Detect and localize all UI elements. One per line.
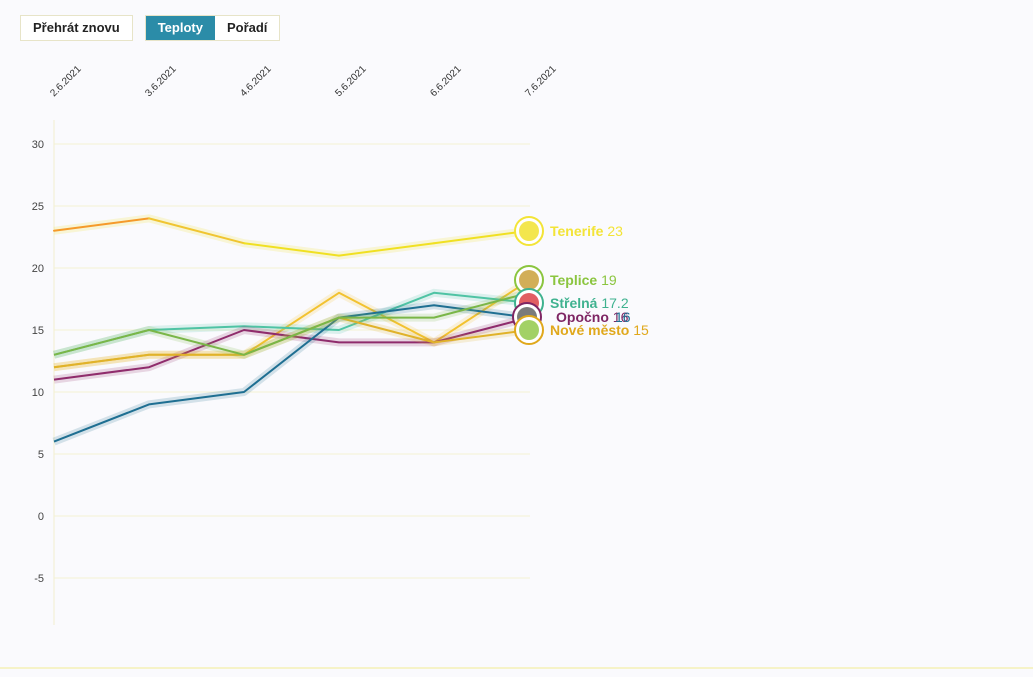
series-name: Střelná [550, 295, 601, 311]
replay-button[interactable]: Přehrát znovu [20, 15, 133, 41]
y-axis: 30 25 20 15 10 5 0 -5 [32, 139, 44, 585]
series-value-label: 16 [615, 309, 631, 325]
series-line [53, 304, 530, 443]
series-line [53, 291, 530, 356]
series-value: 19 [601, 272, 617, 288]
series-value: 15 [633, 322, 649, 338]
chart-controls: Přehrát znovu Teploty Pořadí [20, 15, 281, 41]
series-name: Nové město [550, 322, 633, 338]
series-line-segment [148, 217, 245, 245]
series-avatar [519, 270, 539, 290]
series-value: 23 [607, 223, 623, 239]
y-tick-label: 10 [32, 387, 44, 399]
y-tick-label: 15 [32, 325, 44, 337]
y-tick-label: -5 [34, 573, 44, 585]
x-axis: 2.6.2021 3.6.2021 4.6.2021 5.6.2021 6.6.2021… [48, 64, 559, 100]
series-value: 17.2 [601, 295, 628, 311]
series-label: Tenerife 23 [550, 223, 623, 239]
series-name: Opočno [556, 309, 613, 325]
series-label: Nové město 15 [550, 322, 649, 338]
series-line-segment [338, 242, 435, 257]
y-tick-label: 25 [32, 201, 44, 213]
y-tick-label: 20 [32, 263, 44, 275]
x-tick-label: 2.6.2021 [48, 64, 84, 100]
series-avatar [519, 221, 539, 241]
series-line-segment [243, 242, 340, 257]
x-tick-label: 6.6.2021 [428, 64, 464, 100]
series-lines [52, 214, 532, 446]
series-line-segment [433, 229, 530, 245]
y-tick-label: 0 [38, 511, 44, 523]
bottom-rule [0, 667, 1033, 669]
series-label: Střelná 17.2 [550, 295, 629, 311]
series-avatar [519, 320, 539, 340]
x-tick-label: 7.6.2021 [523, 64, 559, 100]
x-tick-label: 4.6.2021 [238, 64, 274, 100]
series-label: Teplice 19 [550, 272, 617, 288]
y-tick-label: 30 [32, 139, 44, 151]
series-line-segment [53, 217, 150, 232]
series-name: Tenerife [550, 223, 607, 239]
x-tick-label: 3.6.2021 [143, 64, 179, 100]
series-label: Opočno 16 [556, 309, 629, 325]
tab-temperatures[interactable]: Teploty [145, 16, 215, 40]
y-tick-label: 5 [38, 449, 44, 461]
view-toggle: Teploty Pořadí [144, 15, 281, 41]
tab-ranking[interactable]: Pořadí [214, 16, 280, 40]
series-name: Teplice [550, 272, 601, 288]
x-tick-label: 5.6.2021 [333, 64, 369, 100]
series-value: 16 [613, 309, 629, 325]
grid [53, 120, 530, 625]
